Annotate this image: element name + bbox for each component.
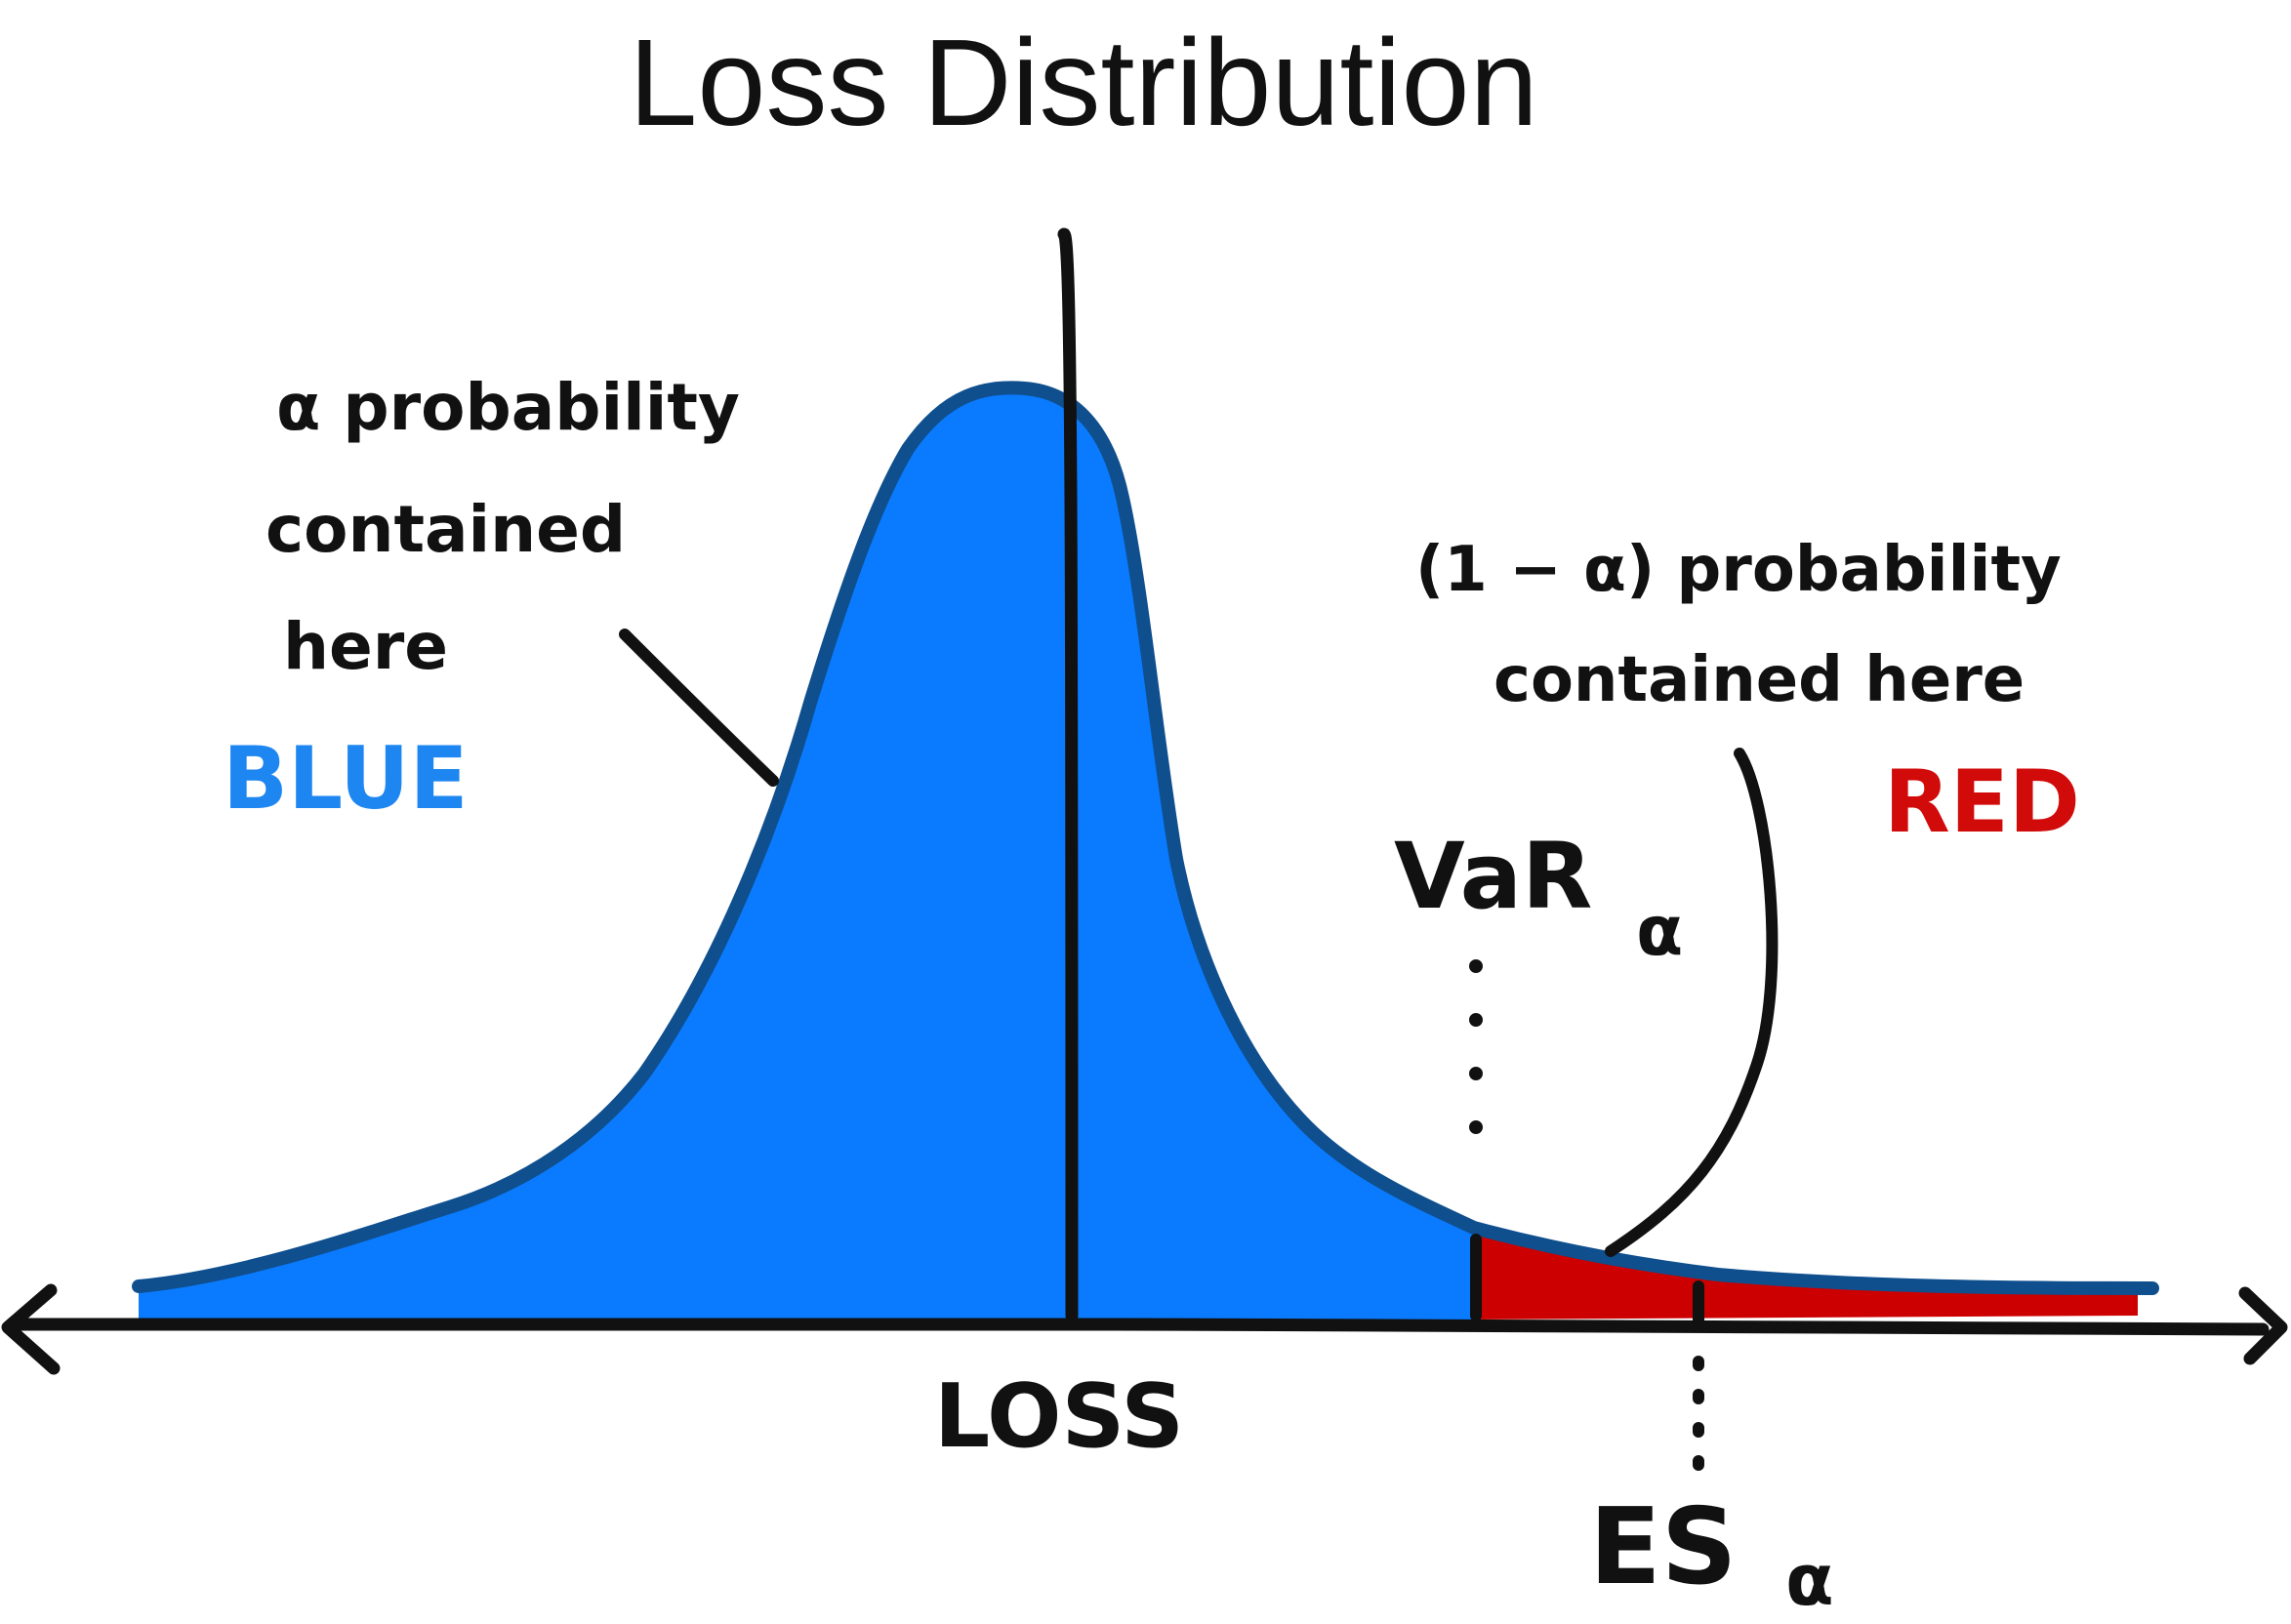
left-color-word: BLUE <box>223 728 469 829</box>
left-note-line-3: here <box>283 609 448 684</box>
right-color-word: RED <box>1884 751 2080 852</box>
tail-region-fill <box>1474 1228 2138 1320</box>
es-label: ES α <box>1589 1486 1834 1621</box>
axis-right-arrow <box>2238 1286 2288 1365</box>
density-curve <box>132 381 2159 1295</box>
left-note-line-1: α probability <box>276 370 740 445</box>
left-pointer-line <box>619 629 779 787</box>
loss-axis <box>13 1316 2270 1336</box>
axis-left-arrow <box>1 1283 61 1375</box>
es-label-subscript: α <box>1785 1539 1833 1621</box>
right-note-line-2: contained here <box>1493 644 2025 716</box>
diagram-title: Loss Distribution <box>629 14 1537 151</box>
left-note-line-2: contained <box>266 492 626 567</box>
center-line <box>1057 227 1079 1322</box>
es-label-text: ES <box>1589 1486 1738 1608</box>
var-label-text: VaR <box>1394 824 1592 930</box>
var-label: VaR α <box>1394 824 1683 971</box>
right-pointer-line <box>1605 748 1779 1257</box>
axis-label: LOSS <box>934 1365 1184 1468</box>
var-label-subscript: α <box>1636 891 1683 971</box>
right-note-line-1: (1 − α) probability <box>1415 534 2062 606</box>
